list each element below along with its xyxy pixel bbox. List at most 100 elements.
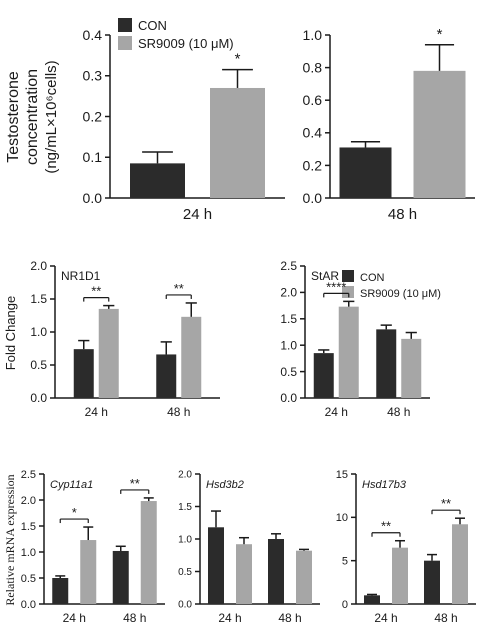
sig-label: ** — [381, 519, 391, 534]
panel-mid-right: 0.0 0.5 1.0 1.5 2.0 2.5 StAR 24 h **** 48 h — [280, 259, 430, 419]
panel-bot-left: 0.0 0.5 1.0 1.5 2.0 2.5 Cyp11a1 24 h * 48 h ** — [21, 469, 165, 625]
bar-con — [130, 163, 185, 198]
y-tick-label: 0.0 — [303, 190, 323, 206]
panel-top-right: 0.0 0.2 0.4 0.6 0.8 1.0 48 h * — [303, 26, 475, 223]
y-tick-label: 0.2 — [303, 157, 323, 173]
y-tick-label: 0 — [342, 599, 348, 611]
y-tick-label: 0.1 — [83, 149, 103, 165]
bar-con — [313, 353, 334, 398]
y-tick-label: 5 — [342, 556, 348, 568]
panel-title: Hsd17b3 — [362, 479, 407, 491]
y-tick-label: 10 — [336, 512, 348, 524]
panel-title: NR1D1 — [61, 269, 101, 283]
bar-con — [339, 147, 392, 198]
y-tick-label: 0.5 — [30, 358, 47, 372]
y-tick-label: 2.5 — [21, 469, 36, 481]
y-tick-label: 1.0 — [30, 325, 47, 339]
category-label: 48 h — [167, 405, 190, 419]
bar-con — [268, 539, 284, 604]
legend-mid-con-swatch — [342, 270, 354, 282]
category-label: 48 h — [388, 206, 417, 223]
bar-sr — [140, 501, 157, 604]
bar-con — [376, 329, 397, 398]
y-tick-label: 2.0 — [178, 470, 192, 481]
y-tick-label: 1.5 — [178, 502, 192, 513]
legend-mid-sr-label: SR9009 (10 μM) — [360, 288, 441, 300]
panel-bot-mid: 0.0 0.5 1.0 1.5 2.0 Hsd3b2 24 h 48 h — [178, 470, 320, 625]
bot-ylabel: Relative mRNA expression — [3, 474, 17, 605]
y-tick-label: 1.0 — [21, 547, 36, 559]
legend-mid-sr-swatch — [342, 286, 354, 298]
y-tick-label: 0.3 — [83, 68, 103, 84]
bar-sr — [210, 87, 265, 198]
bar-sr — [338, 306, 359, 398]
y-tick-label: 0.0 — [178, 600, 192, 611]
y-tick-label: 0.5 — [280, 365, 297, 379]
category-label: 48 h — [278, 611, 301, 625]
y-tick-label: 0.5 — [21, 573, 36, 585]
category-label: 48 h — [387, 405, 410, 419]
bar-con — [208, 527, 224, 604]
category-label: 24 h — [374, 611, 397, 625]
y-tick-label: 2.0 — [280, 286, 297, 300]
panel-bot-right: 0 5 10 15 Hsd17b3 24 h ** 48 h ** — [336, 469, 476, 625]
sig-label: ** — [441, 496, 451, 511]
y-tick-label: 2.0 — [21, 495, 36, 507]
sig-label: * — [437, 26, 443, 43]
bar-sr — [98, 308, 119, 398]
legend-top-sr-swatch — [118, 36, 132, 50]
chart-panels: 0.0 0.1 0.2 0.3 0.4 24 h * 0.0 0.2 0.4 0.6 0.8 1.0 48… — [21, 26, 476, 625]
category-label: 24 h — [85, 405, 108, 419]
bar-con — [424, 560, 440, 604]
y-tick-label: 1.0 — [303, 27, 323, 43]
y-tick-label: 0.4 — [83, 27, 103, 43]
bar-con — [112, 550, 129, 604]
sig-label: ** — [174, 281, 184, 296]
panel-title: Cyp11a1 — [50, 479, 93, 491]
sig-label: * — [235, 51, 241, 68]
panel-mid-left: 0.0 0.5 1.0 1.5 2.0 NR1D1 24 h ** 48 h ** — [30, 259, 220, 419]
y-tick-label: 2.0 — [30, 259, 47, 273]
category-label: 24 h — [183, 206, 212, 223]
panel-title: StAR — [311, 269, 339, 283]
legend-top-con-swatch — [118, 18, 132, 32]
y-tick-label: 0.2 — [83, 108, 103, 124]
y-tick-label: 0.6 — [303, 92, 323, 108]
category-label: 24 h — [63, 611, 86, 625]
panel-title: Hsd3b2 — [206, 479, 244, 491]
bar-sr — [80, 540, 97, 604]
bar-sr — [452, 524, 468, 604]
category-label: 24 h — [218, 611, 241, 625]
bar-sr — [413, 70, 466, 198]
legend-top-con-label: CON — [138, 18, 167, 33]
legend-top-sr-label: SR9009 (10 μM) — [138, 36, 234, 51]
bar-con — [364, 595, 380, 604]
bar-sr — [392, 547, 408, 604]
y-tick-label: 1.0 — [280, 338, 297, 352]
category-label: 24 h — [325, 405, 348, 419]
category-label: 48 h — [434, 611, 457, 625]
bar-sr — [236, 544, 252, 604]
bar-sr — [181, 316, 202, 398]
y-tick-label: 1.5 — [280, 312, 297, 326]
bar-sr — [401, 338, 422, 398]
y-tick-label: 0.5 — [178, 567, 192, 578]
y-tick-label: 0.0 — [83, 190, 103, 206]
y-tick-label: 1.0 — [178, 535, 192, 546]
sig-label: ** — [130, 476, 140, 491]
y-tick-label: 0.0 — [30, 391, 47, 405]
y-tick-label: 15 — [336, 469, 348, 481]
category-label: 48 h — [123, 611, 146, 625]
sig-label: * — [72, 505, 77, 520]
bar-con — [156, 354, 177, 398]
top-ylabel-line3: (ng/mL×10⁶cells) — [43, 60, 60, 173]
bar-sr — [296, 550, 312, 604]
bar-con — [73, 349, 94, 398]
y-tick-label: 1.5 — [21, 521, 36, 533]
sig-label: **** — [326, 279, 346, 294]
mid-ylabel: Fold Change — [3, 296, 18, 370]
sig-label: ** — [91, 284, 101, 299]
bar-con — [52, 578, 69, 604]
top-ylabel-line1: Testosterone — [5, 71, 22, 163]
